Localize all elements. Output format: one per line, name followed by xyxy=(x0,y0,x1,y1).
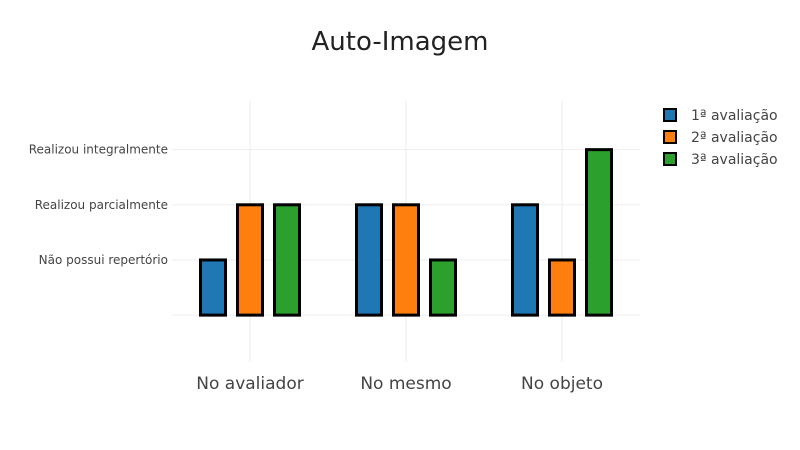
legend-swatch[interactable] xyxy=(663,152,677,166)
legend: 1ª avaliação 2ª avaliação 3ª avaliação xyxy=(663,108,778,168)
bar[interactable] xyxy=(236,203,264,317)
bar[interactable] xyxy=(585,148,613,317)
x-tick-label: No mesmo xyxy=(360,374,451,394)
legend-swatch[interactable] xyxy=(663,130,677,144)
bar[interactable] xyxy=(429,258,457,317)
legend-label[interactable]: 1ª avaliação xyxy=(691,108,778,124)
legend-label[interactable]: 2ª avaliação xyxy=(691,130,778,146)
legend-swatch[interactable] xyxy=(663,108,677,122)
bar[interactable] xyxy=(392,203,420,317)
x-tick-label: No avaliador xyxy=(196,374,303,394)
bars-layer xyxy=(199,148,613,317)
bar[interactable] xyxy=(199,258,227,317)
bar[interactable] xyxy=(355,203,383,317)
x-axis-ticks: No avaliador No mesmo No objeto xyxy=(196,374,603,394)
legend-label[interactable]: 3ª avaliação xyxy=(691,152,778,168)
bar[interactable] xyxy=(548,258,576,317)
y-tick-label: Realizou parcialmente xyxy=(35,198,168,212)
y-tick-label: Não possui repertório xyxy=(39,253,168,267)
x-tick-label: No objeto xyxy=(521,374,603,394)
y-tick-label: Realizou integralmente xyxy=(29,143,168,157)
bar[interactable] xyxy=(273,203,301,317)
bar[interactable] xyxy=(511,203,539,317)
chart-title: Auto-Imagem xyxy=(312,27,489,57)
y-axis-ticks: Não possui repertório Realizou parcialmen… xyxy=(29,143,168,267)
